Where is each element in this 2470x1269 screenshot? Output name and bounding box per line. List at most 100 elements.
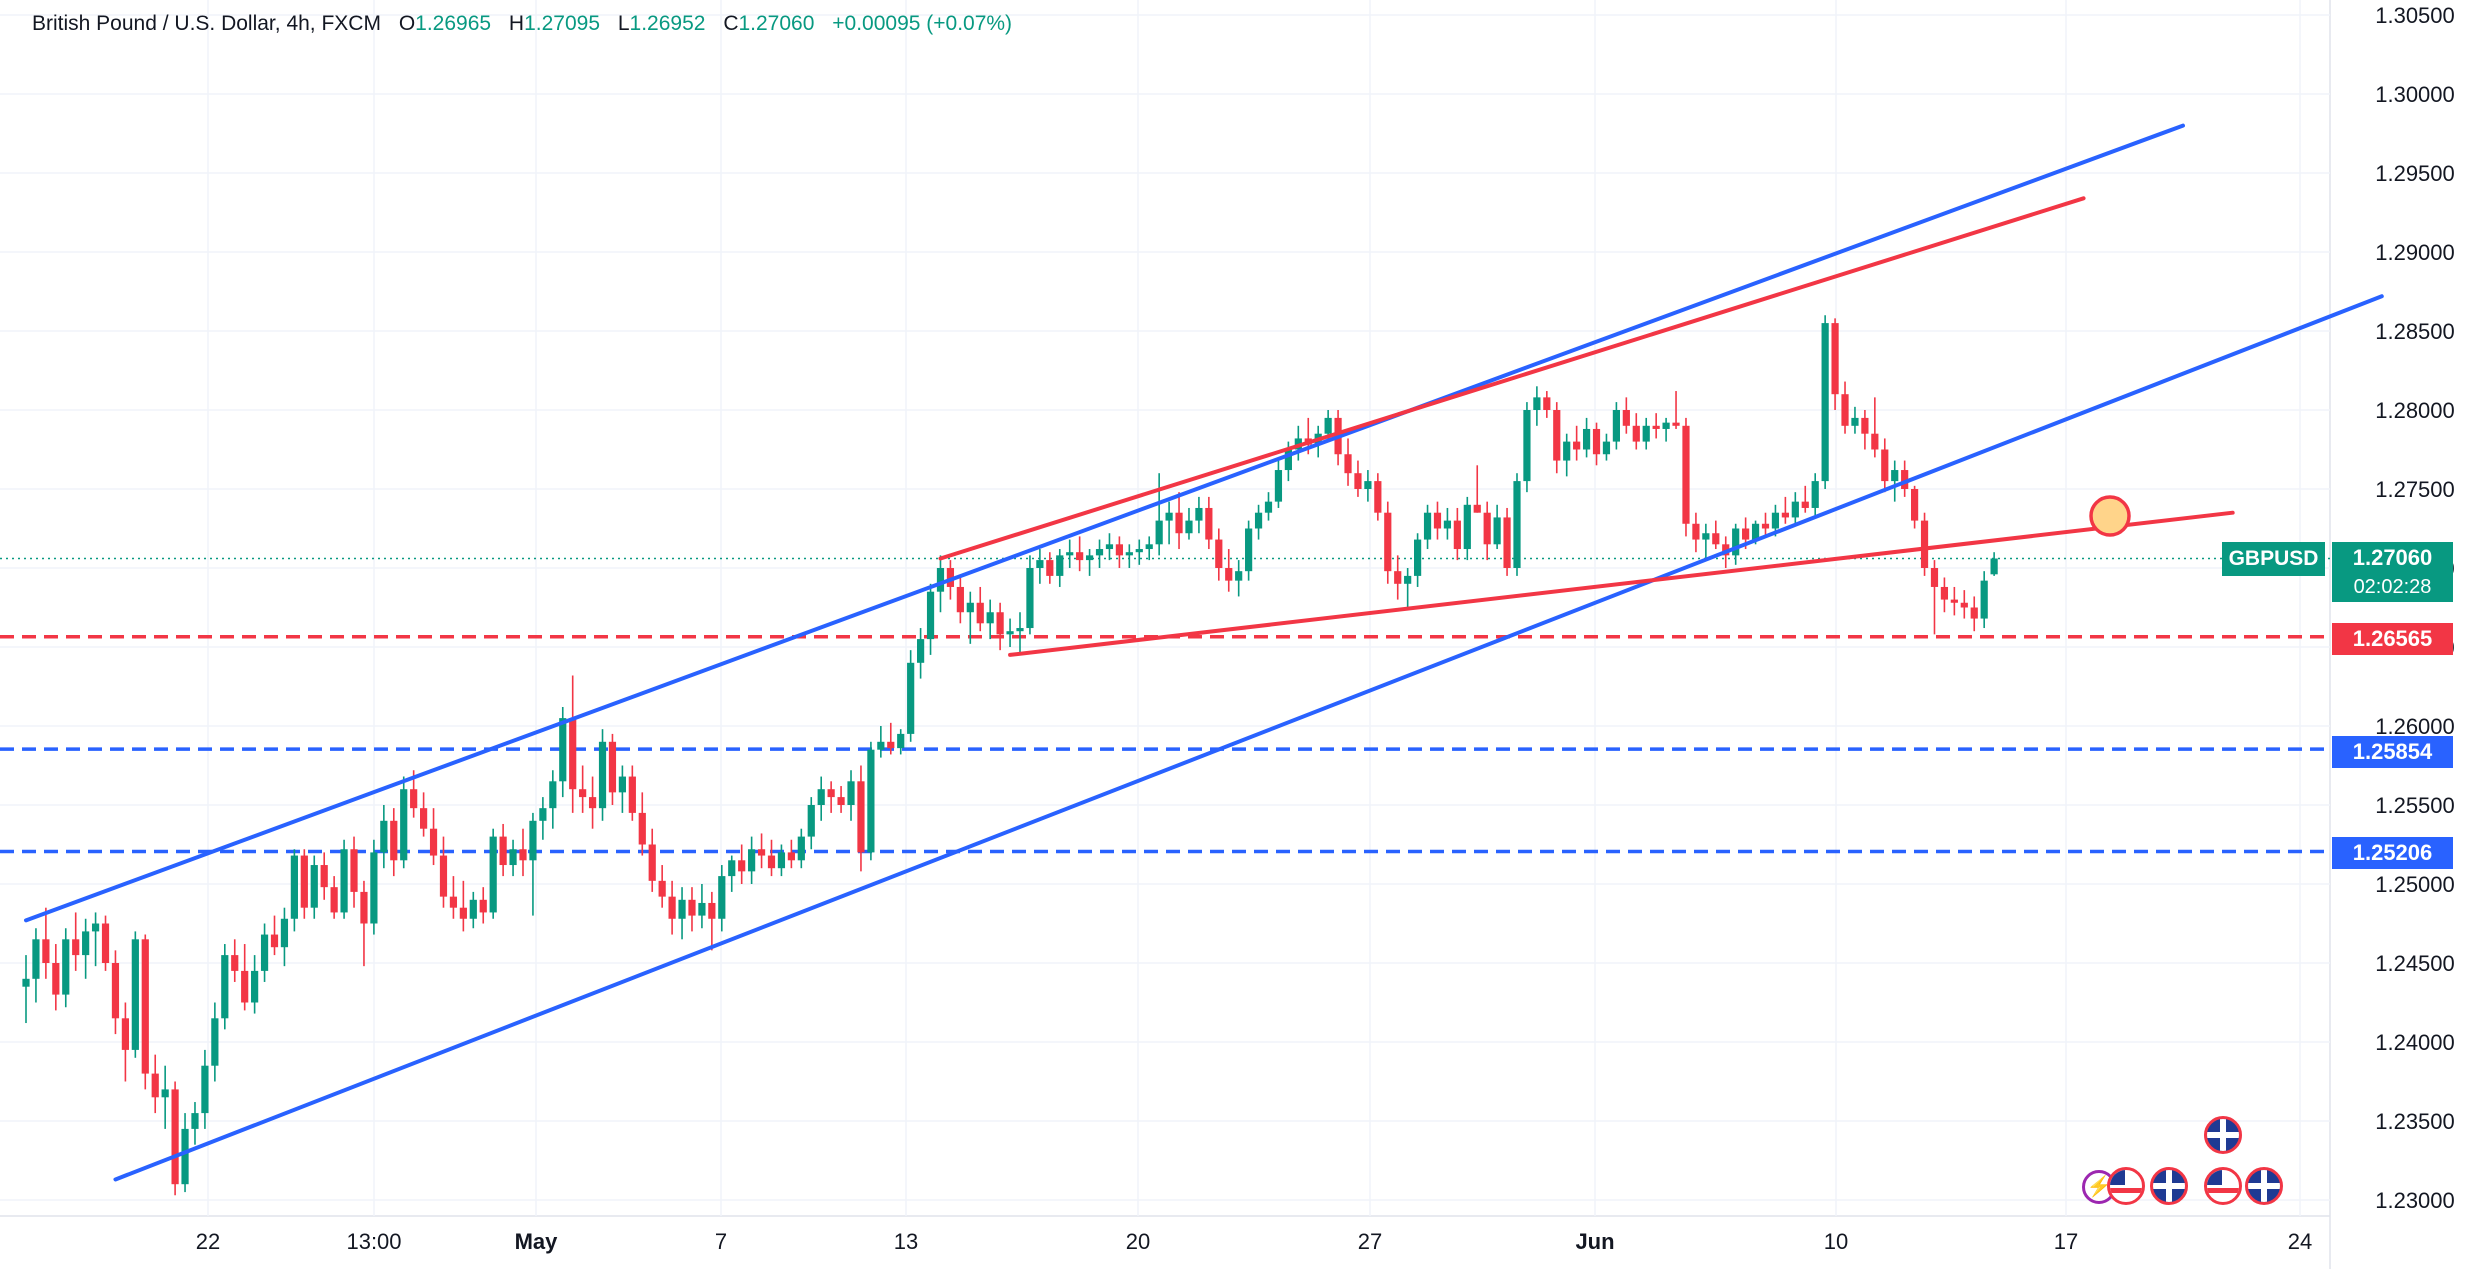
candle-body: [1205, 507, 1213, 540]
candle-body: [718, 876, 726, 919]
candle-body: [1871, 433, 1879, 450]
candle-body: [1911, 489, 1919, 521]
trend-line-red: [938, 196, 2086, 561]
candle-body: [1801, 501, 1809, 508]
x-tick-label: 7: [715, 1229, 727, 1254]
candle-body: [728, 860, 736, 877]
candle-body: [1026, 568, 1034, 629]
candle-body: [936, 568, 945, 592]
candle-body: [658, 880, 666, 897]
x-tick-label: 22: [196, 1229, 220, 1254]
candle-body: [1125, 552, 1133, 556]
candle-body: [1155, 520, 1163, 545]
candle-body: [1533, 397, 1541, 410]
candle-body: [1553, 410, 1561, 461]
uk-flag-icon[interactable]: [2204, 1116, 2242, 1154]
uk-flag-icon[interactable]: [2150, 1167, 2188, 1205]
candle-body: [519, 849, 527, 861]
candle-body: [101, 923, 110, 963]
candle-body: [867, 749, 875, 853]
candle-body: [549, 781, 557, 809]
candle-body: [877, 741, 885, 750]
us-flag-icon[interactable]: [2204, 1167, 2242, 1205]
candle-body: [966, 602, 974, 613]
candle-body: [280, 918, 289, 948]
symbol-name[interactable]: British Pound / U.S. Dollar, 4h, FXCM: [32, 12, 381, 35]
candle-body: [1732, 528, 1740, 556]
candle-body: [1085, 555, 1094, 561]
candle-body: [777, 852, 786, 869]
trend-line-red: [1008, 510, 2235, 657]
candle-body: [52, 963, 60, 995]
candle-body: [787, 852, 795, 861]
candle-body: [907, 662, 915, 734]
candle-body: [310, 865, 318, 908]
candle-body: [847, 781, 855, 805]
breakout-circle-marker: [2089, 495, 2131, 537]
trend-line-blue: [113, 294, 2384, 1182]
candle-body: [1463, 504, 1471, 550]
candle-body: [1990, 558, 1998, 575]
us-flag-icon[interactable]: [2107, 1167, 2145, 1205]
candle-body: [340, 849, 348, 913]
candle-body: [628, 776, 636, 813]
x-tick-label: 17: [2054, 1229, 2078, 1254]
candle-body: [1046, 560, 1054, 576]
candle-body: [1662, 422, 1670, 429]
candle-body: [579, 789, 587, 798]
y-tick-label: 1.24500: [2375, 951, 2455, 976]
candle-body: [1165, 512, 1173, 521]
candle-body: [1016, 628, 1024, 632]
y-tick-label: 1.28000: [2375, 398, 2455, 423]
candle-body: [648, 844, 656, 881]
candle-body: [42, 939, 50, 963]
candle-body: [1284, 449, 1292, 471]
candle-body: [1374, 481, 1382, 513]
candle-body: [638, 812, 646, 845]
candle-body: [201, 1065, 209, 1114]
y-tick-label: 1.30000: [2375, 82, 2455, 107]
candle-body: [1761, 523, 1770, 529]
candle-body: [1235, 571, 1243, 581]
uk-flag-icon[interactable]: [2245, 1167, 2283, 1205]
candle-body: [1095, 549, 1104, 556]
candle-body: [390, 820, 398, 861]
candle-body: [1970, 607, 1978, 619]
candle-body: [946, 568, 955, 587]
candle-body: [181, 1128, 189, 1185]
low-value: 1.26952: [629, 12, 706, 35]
candle-body: [221, 955, 229, 1019]
candle-body: [1672, 422, 1680, 426]
candle-body: [529, 820, 537, 861]
candle-body: [1056, 555, 1064, 576]
x-tick-label: 24: [2288, 1229, 2312, 1254]
candle-body: [1076, 552, 1084, 561]
candle-body: [1245, 528, 1253, 572]
candle-body: [668, 896, 676, 919]
x-tick-label: 27: [1358, 1229, 1382, 1254]
candle-body: [410, 789, 418, 809]
candle-body: [459, 907, 467, 919]
candle-body: [1891, 470, 1899, 482]
candle-body: [131, 939, 139, 1050]
candle-body: [1195, 507, 1203, 521]
candle-body: [251, 970, 259, 1003]
candle-body: [1443, 520, 1452, 529]
candle-body: [260, 934, 269, 971]
candle-body: [748, 849, 756, 872]
symbol-badge[interactable]: GBPUSD: [2222, 542, 2325, 576]
candle-body: [1105, 544, 1114, 550]
candle-body: [1145, 544, 1153, 550]
candle-body: [1751, 523, 1760, 540]
candle-body: [1781, 512, 1789, 518]
candle-body: [1980, 580, 1988, 619]
candle-body: [360, 891, 368, 924]
candle-body: [469, 899, 477, 919]
candle-body: [270, 934, 279, 948]
candle-body: [420, 808, 428, 829]
candle-body: [499, 836, 507, 866]
candle-body: [738, 860, 746, 872]
y-tick-label: 1.25000: [2375, 872, 2455, 897]
candle-body: [1632, 425, 1640, 442]
